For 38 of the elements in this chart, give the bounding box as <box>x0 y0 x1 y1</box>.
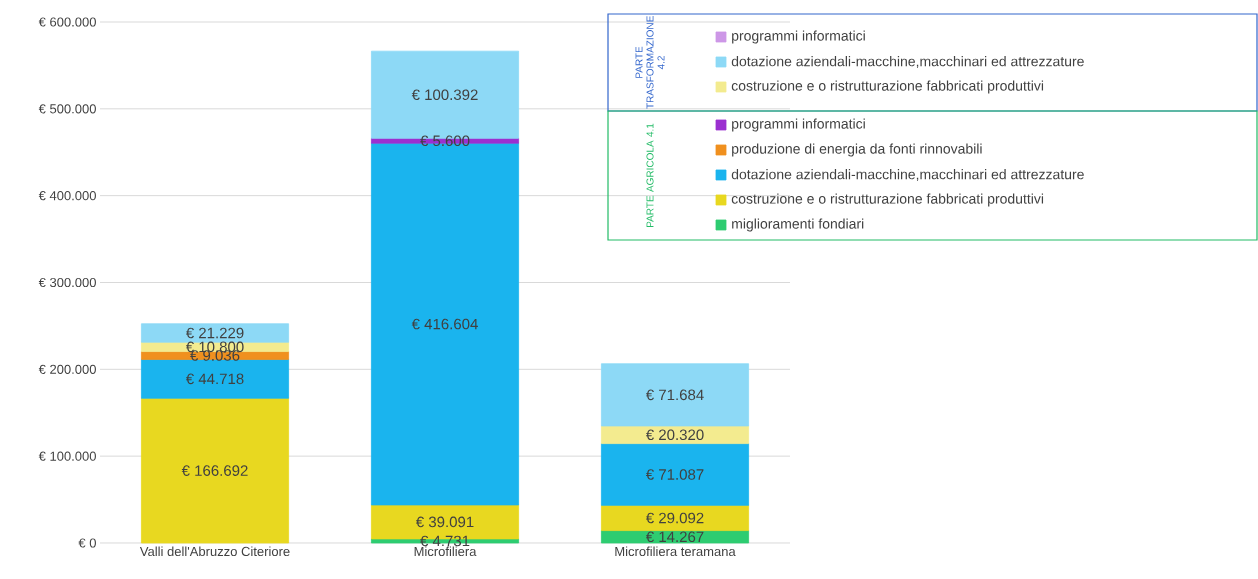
legend-label: dotazione aziendali-macchine,macchinari ed attrezzature <box>731 169 1084 181</box>
legend-label: costruzione e o ristrutturazione fabbricati produttivi <box>731 193 1044 207</box>
y-tick-label: € 0 <box>78 538 96 548</box>
y-tick-label: € 600.000 <box>38 17 96 27</box>
bar <box>601 530 750 544</box>
bar <box>601 504 750 531</box>
bar <box>141 397 290 544</box>
data-label: € 416.604 <box>411 318 478 330</box>
bar <box>141 359 290 399</box>
annotation: PARTE AGRICOLA 4.1 <box>646 123 654 227</box>
x-tick-label: Valli dell'Abruzzo Citeriore <box>139 546 290 557</box>
y-tick-label: € 100.000 <box>38 451 96 461</box>
data-label: € 100.392 <box>411 89 478 101</box>
data-label: € 44.718 <box>185 373 244 385</box>
bar <box>601 443 750 506</box>
legend-label: miglioramenti fondiari <box>732 218 864 232</box>
bar <box>141 323 290 343</box>
data-label: € 166.692 <box>181 465 248 476</box>
data-label: € 20.320 <box>645 429 704 441</box>
data-label: € 71.087 <box>645 469 704 480</box>
y-tick-label: € 300.000 <box>38 277 96 288</box>
data-label: € 39.091 <box>415 516 474 528</box>
data-label: € 29.092 <box>645 512 704 524</box>
legend-label: costruzione e o ristrutturazione fabbricati produttivi <box>731 80 1044 94</box>
legend-label: programmi informatici <box>732 30 865 44</box>
data-label: € 14.267 <box>645 531 704 543</box>
data-label: € 21.229 <box>185 327 244 339</box>
y-tick-label: € 200.000 <box>38 364 96 374</box>
legend-label: programmi informatici <box>732 118 865 132</box>
y-tick-label: € 400.000 <box>38 191 96 201</box>
y-tick-label: € 500.000 <box>38 104 96 114</box>
bar <box>601 363 750 427</box>
data-label: € 71.684 <box>645 389 704 401</box>
annotation: PARTE TRASFORMAZIONE 4.2 <box>635 16 665 109</box>
legend-label: produzione di energia da fonti rinnovabili <box>732 143 982 157</box>
legend-label: dotazione aziendali-macchine,macchinari ed attrezzature <box>731 56 1084 68</box>
x-tick-label: Microfiliera <box>414 546 477 557</box>
x-tick-label: Microfiliera teramana <box>615 546 736 557</box>
